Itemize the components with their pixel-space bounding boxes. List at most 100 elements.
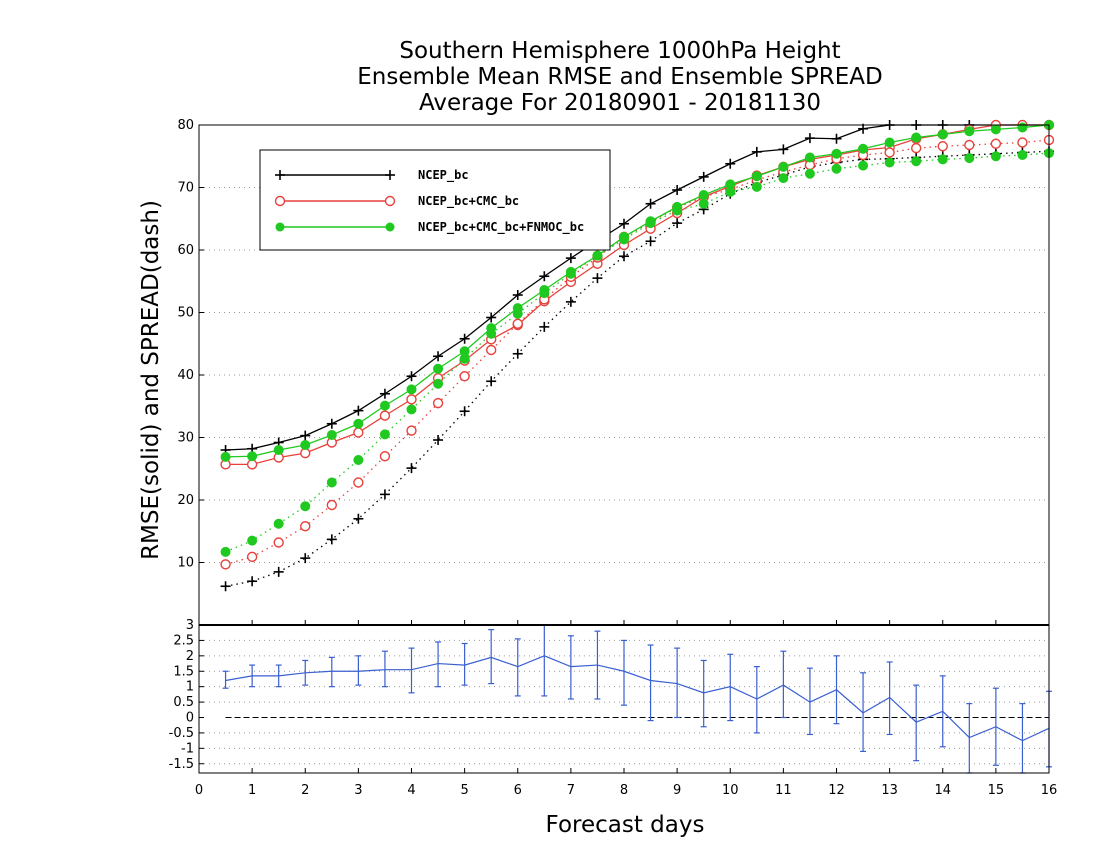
main-y-tick-label: 40 [177, 368, 194, 383]
series-spread-marker-1 [512, 318, 523, 329]
series-spread-marker-0 [619, 251, 629, 262]
main-series [220, 119, 1055, 592]
error-bar [806, 667, 813, 736]
x-tick-label: 9 [673, 783, 681, 798]
x-tick-label: 5 [460, 783, 468, 798]
series-rmse-marker-0 [778, 144, 789, 155]
series-spread-marker-2 [751, 181, 762, 192]
series-rmse-marker-2 [751, 171, 762, 182]
series-rmse-marker-2 [247, 451, 258, 462]
series-spread-marker-1 [884, 147, 895, 158]
series-rmse-marker-1 [379, 410, 391, 421]
series-spread-marker-2 [459, 353, 470, 364]
title-line-1: Southern Hemisphere 1000hPa Height [399, 38, 840, 64]
error-bar [488, 629, 495, 685]
legend-box [259, 149, 611, 251]
series-spread-marker-1 [379, 451, 391, 462]
series-spread-marker-2 [804, 168, 815, 179]
x-tick-label: 7 [567, 783, 575, 798]
legend-label-0: NCEP_bc [418, 168, 469, 183]
series-spread-marker-2 [592, 250, 603, 261]
error-bar [966, 703, 973, 774]
legend-label-2: NCEP_bc+CMC_bc+FNMOC_bc [418, 220, 584, 235]
error-bar [328, 656, 335, 688]
main-y-tick-label: 30 [177, 431, 194, 446]
series-spread-marker-0 [459, 406, 470, 417]
series-spread-marker-0 [406, 463, 417, 474]
diff-y-tick-label: 2 [186, 649, 194, 664]
series-spread-marker-1 [910, 142, 922, 154]
series-spread-marker-0 [539, 321, 550, 332]
series-spread-marker-2 [672, 205, 683, 216]
error-bar [913, 684, 920, 762]
series-rmse-marker-2 [778, 161, 789, 172]
diff-y-tick-label: -0.5 [169, 726, 194, 741]
series-spread-marker-0 [565, 296, 576, 307]
series-spread-marker-2 [778, 173, 789, 184]
diff-y-tick-label: 1.5 [173, 664, 194, 679]
x-tick-label: 14 [934, 783, 951, 798]
error-bar [222, 670, 229, 689]
main-y-ticks: 10 20 30 40 50 60 70 80 [177, 118, 204, 571]
error-bar [514, 638, 521, 697]
error-bar [355, 655, 362, 686]
series-spread-marker-2 [884, 157, 895, 168]
x-tick-label: 1 [248, 783, 256, 798]
main-y-tick-label: 20 [177, 493, 194, 508]
series-spread-marker-1 [432, 397, 444, 409]
legend-marker [274, 195, 286, 207]
series-spread-marker-0 [379, 489, 390, 500]
series-spread-marker-2 [539, 288, 550, 299]
error-bar [647, 644, 654, 722]
x-tick-label: 8 [620, 783, 628, 798]
series-spread-marker-2 [858, 160, 869, 171]
series-spread-marker-1 [246, 551, 258, 563]
series-rmse-marker-0 [326, 418, 337, 429]
series-spread-marker-2 [353, 455, 364, 465]
series-spread-marker-1 [459, 371, 470, 382]
series-rmse-marker-0 [751, 146, 762, 157]
error-bar [408, 647, 415, 694]
series-spread-marker-1 [937, 141, 948, 152]
series-rmse-marker-2 [433, 363, 444, 374]
series-spread-marker-2 [433, 378, 444, 389]
series-rmse-marker-2 [220, 451, 231, 462]
y-axis-label: RMSE(solid) and SPREAD(dash) [138, 200, 164, 560]
error-bar [381, 650, 388, 688]
x-tick-label: 11 [775, 783, 792, 798]
series-rmse-marker-2 [273, 445, 284, 455]
series-spread-marker-2 [911, 156, 922, 167]
series-spread-marker-1 [326, 499, 338, 511]
series-spread-marker-2 [220, 546, 231, 557]
x-axis-ticks: 0 1 2 3 4 5 6 7 8 9 10 11 12 13 14 15 16 [195, 620, 1057, 798]
diff-y-tick-label: 1 [186, 680, 194, 695]
series-spread-marker-0 [273, 566, 284, 577]
error-bar [1019, 703, 1026, 774]
error-bar [727, 653, 734, 722]
series-rmse-marker-2 [300, 440, 311, 450]
series-rmse-marker-2 [1017, 122, 1028, 133]
series-rmse-marker-0 [619, 218, 629, 229]
series-spread-marker-2 [300, 501, 311, 512]
diff-y-ticks: 32.521.510.50-0.5-1-1.5 [169, 618, 204, 772]
diff-y-tick-label: 0 [186, 711, 194, 726]
series-spread-marker-0 [672, 218, 683, 229]
series-rmse-marker-0 [831, 133, 842, 144]
title-line-3: Average For 20180901 - 20181130 [419, 90, 821, 116]
series-spread-marker-2 [406, 404, 417, 415]
series-spread-marker-2 [486, 328, 497, 339]
series-spread-marker-1 [485, 344, 497, 356]
error-bar [780, 650, 787, 719]
series-rmse-marker-0 [512, 290, 523, 300]
main-y-tick-label: 60 [177, 243, 194, 258]
series-spread-marker-2 [698, 198, 709, 209]
series-rmse-marker-1 [353, 427, 364, 438]
x-tick-label: 16 [1041, 783, 1058, 798]
series-spread-marker-1 [964, 139, 975, 151]
series-spread-marker-1 [220, 559, 231, 570]
series-rmse-marker-0 [725, 158, 736, 169]
legend-label-1: NCEP_bc+CMC_bc [418, 194, 519, 209]
series-rmse-marker-0 [698, 171, 709, 182]
diff-y-tick-label: 0.5 [173, 695, 194, 710]
error-bar [700, 659, 707, 728]
